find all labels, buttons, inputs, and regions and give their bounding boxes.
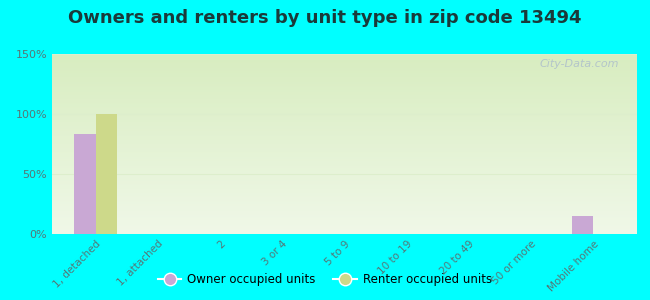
Legend: Owner occupied units, Renter occupied units: Owner occupied units, Renter occupied un… bbox=[153, 269, 497, 291]
Bar bbox=[571, 216, 593, 234]
Text: City-Data.com: City-Data.com bbox=[540, 59, 619, 69]
Text: Owners and renters by unit type in zip code 13494: Owners and renters by unit type in zip c… bbox=[68, 9, 582, 27]
Bar bbox=[74, 134, 96, 234]
Bar bbox=[96, 114, 118, 234]
